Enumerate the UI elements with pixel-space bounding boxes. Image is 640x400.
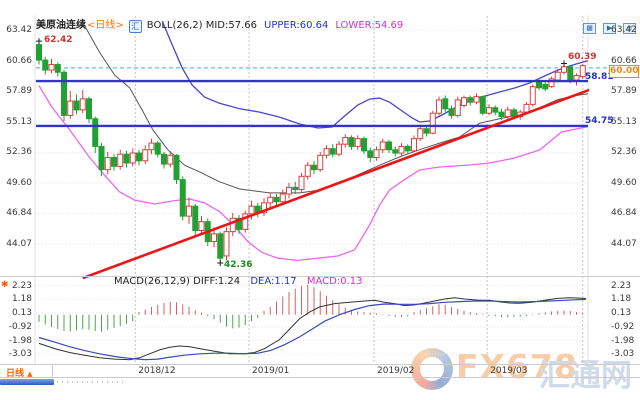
start-high-price-tag: 62.42	[44, 35, 73, 45]
support-price-tag: 54.75	[585, 116, 614, 126]
chevron-up-icon: ▲	[27, 370, 33, 378]
macd-axis-tick-left: 1.18	[11, 294, 32, 305]
boll-upper-label: UPPER:60.64	[264, 20, 329, 31]
macd-axis-tick-right: -0.92	[611, 321, 635, 332]
price-axis-tick-right: 49.60	[611, 177, 637, 188]
alert-price-box[interactable]: 60.00	[609, 65, 639, 78]
price-axis-tick-right: 57.89	[611, 86, 637, 97]
date-row-top-border	[0, 364, 640, 365]
price-axis-tick-left: 44.07	[6, 239, 32, 250]
boll-lower-label: LOWER:54.69	[335, 20, 404, 31]
price-axis-tick-left: 60.66	[6, 55, 32, 66]
macd-axis-tick-left: -1.98	[8, 335, 32, 346]
scrollbar-track-dots	[57, 381, 127, 383]
chart-toolbar: ▦ ▶ ≡	[583, 15, 638, 34]
macd-value-label: MACD:0.13	[306, 276, 363, 287]
tab-separator	[52, 365, 53, 377]
play-forward-button[interactable]: ▶	[603, 23, 617, 34]
macd-header: MACD(26,12,9) DIFF:1.24 DEA:1.17 MACD:0.…	[114, 276, 362, 287]
menu-list-button[interactable]: ≡	[623, 23, 637, 34]
price-axis-tick-right: 52.36	[611, 147, 637, 158]
price-axis-tick-left: 46.84	[6, 208, 32, 219]
price-axis-tick-left: 55.13	[6, 116, 32, 127]
price-axis-tick-left: 52.36	[6, 147, 32, 158]
horizontal-scrollbar-thumb[interactable]	[0, 379, 54, 385]
boll-mid-label: BOLL(26,2) MID:57.66	[146, 20, 257, 31]
period-tab-label: 日线	[6, 369, 25, 379]
date-axis-label: 2019/02	[377, 366, 415, 376]
price-axis-tick-left: 57.89	[6, 86, 32, 97]
date-axis-label: 2019/01	[252, 366, 290, 376]
macd-axis-tick-left: 0.13	[11, 308, 32, 318]
swing-high-price-tag: 60.39	[568, 52, 597, 62]
macd-axis-tick-right: -3.03	[611, 349, 635, 360]
app-logo-icon: 汇	[128, 20, 142, 33]
price-axis-tick-left: 63.42	[6, 25, 32, 35]
date-axis-label: 2018/12	[138, 366, 176, 376]
date-axis-label: 2019/03	[490, 366, 528, 376]
period-tab-daily[interactable]: 日线 ▲	[6, 366, 33, 379]
date-row-bottom-border	[0, 377, 640, 378]
low-price-tag: 42.36	[224, 260, 253, 270]
annotation-tool-marker-icon: ✱	[1, 280, 9, 290]
period-tag: <日线>	[87, 20, 124, 31]
macd-axis-tick-right: 2.23	[611, 280, 632, 291]
panel-divider	[0, 276, 640, 277]
resistance-price-tag: 58.81	[585, 72, 614, 82]
macd-params-label: MACD(26,12,9)	[114, 276, 190, 287]
price-axis-tick-left: 49.60	[6, 177, 32, 188]
chart-header: 美原油连续<日线> 汇 BOLL(26,2) MID:57.66 UPPER:60.6…	[36, 16, 403, 33]
macd-axis-tick-left: 2.23	[11, 280, 32, 291]
macd-axis-tick-right: 1.18	[611, 294, 632, 305]
price-axis-tick-right: 44.07	[611, 239, 637, 250]
macd-axis-tick-left: -0.92	[8, 321, 32, 332]
price-axis-tick-right: 55.13	[611, 116, 637, 127]
pane-view-button[interactable]: ▦	[583, 23, 596, 34]
price-axis-tick-right: 46.84	[611, 208, 637, 219]
symbol-title: 美原油连续	[36, 20, 86, 31]
macd-axis-tick-right: -1.98	[611, 335, 635, 346]
macd-dea-label: DEA:1.17	[250, 276, 297, 287]
price-axis-tick-right: 63.42	[611, 25, 637, 35]
macd-diff-label: DIFF:1.24	[193, 276, 241, 287]
macd-axis-tick-left: -3.03	[8, 349, 32, 360]
price-axis-tick-right: 60.66	[611, 55, 637, 66]
macd-axis-tick-right: 0.13	[611, 308, 632, 318]
